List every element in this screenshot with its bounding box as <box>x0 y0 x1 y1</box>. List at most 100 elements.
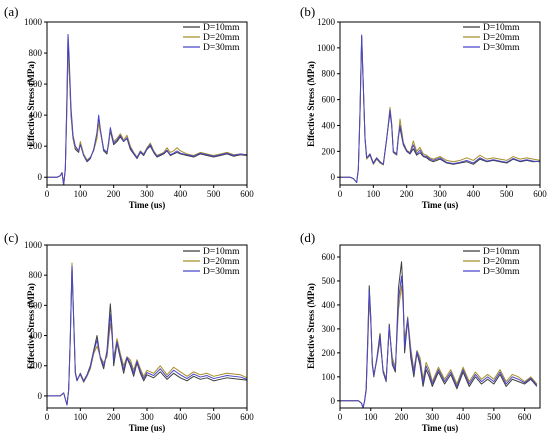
series-group <box>340 261 538 408</box>
legend-label-d-30mm: D=30mm <box>203 267 240 277</box>
y-tick-label: 0 <box>331 396 336 406</box>
x-tick-label: 200 <box>107 412 121 422</box>
x-tick-label: 400 <box>456 412 470 422</box>
x-tick-label: 100 <box>74 189 88 199</box>
panel-label: (c) <box>4 230 18 245</box>
series-line-d-10mm <box>47 267 247 406</box>
y-tick-label: 400 <box>322 120 336 130</box>
series-group <box>47 262 247 406</box>
x-tick-label: 600 <box>240 189 254 199</box>
y-tick-label: 0 <box>331 172 336 182</box>
y-tick-label: 200 <box>29 361 43 371</box>
y-tick-label: 800 <box>29 270 43 280</box>
y-tick-label: 0 <box>38 391 43 401</box>
x-tick-label: 600 <box>240 412 254 422</box>
series-line-d-10mm <box>47 35 247 185</box>
y-tick-label: 200 <box>322 348 336 358</box>
y-axis-title: Effective Stress (MPa) <box>306 283 316 369</box>
y-tick-label: 500 <box>322 276 336 286</box>
panel-a: (a) 0 100 200 300 400 500 600 0 200 400 600 800 1000 T… <box>4 4 254 210</box>
series-line-d-30mm <box>340 34 540 183</box>
x-tick-label: 0 <box>45 412 50 422</box>
panel-label: (a) <box>4 4 18 19</box>
x-axis-title: Time (us) <box>129 423 166 433</box>
y-tick-label: 1200 <box>317 17 336 27</box>
legend-label-d-20mm: D=20mm <box>483 257 520 267</box>
series-group <box>47 33 247 185</box>
x-tick-label: 100 <box>367 189 381 199</box>
y-tick-label: 400 <box>29 331 43 341</box>
legend-label-d-10mm: D=10mm <box>483 23 520 33</box>
x-tick-label: 0 <box>45 189 50 199</box>
y-tick-label: 400 <box>322 300 336 310</box>
series-line-d-30mm <box>47 33 247 185</box>
x-tick-label: 500 <box>207 412 221 422</box>
x-tick-label: 400 <box>174 189 188 199</box>
x-tick-label: 500 <box>207 189 221 199</box>
panel-c: (c) 0 100 200 300 400 500 600 0 200 400 600 800 1000 T… <box>4 230 254 433</box>
x-axis-title: Time (us) <box>129 200 166 210</box>
x-tick-label: 300 <box>426 412 440 422</box>
series-line-d-30mm <box>47 265 247 406</box>
y-tick-label: 1000 <box>317 43 336 53</box>
y-tick-label: 200 <box>322 146 336 156</box>
legend-label-d-30mm: D=30mm <box>483 267 520 277</box>
legend-label-d-30mm: D=30mm <box>483 43 520 53</box>
series-group <box>340 34 540 183</box>
y-tick-label: 600 <box>29 79 43 89</box>
series-line-d-20mm <box>47 262 247 406</box>
x-tick-label: 300 <box>140 412 154 422</box>
legend-label-d-30mm: D=30mm <box>203 43 240 53</box>
series-line-d-30mm <box>340 275 538 408</box>
y-tick-label: 600 <box>322 95 336 105</box>
y-axis-title: Effective Stress (MPa) <box>306 61 316 147</box>
x-tick-label: 100 <box>364 412 378 422</box>
x-tick-label: 300 <box>433 189 447 199</box>
series-line-d-10mm <box>340 261 538 408</box>
x-tick-label: 300 <box>140 189 154 199</box>
x-axis-title: Time (us) <box>422 423 459 433</box>
x-tick-label: 400 <box>467 189 481 199</box>
x-tick-label: 500 <box>487 412 501 422</box>
series-line-d-20mm <box>47 58 247 185</box>
y-tick-label: 300 <box>322 324 336 334</box>
x-tick-label: 600 <box>518 412 532 422</box>
y-tick-label: 200 <box>29 141 43 151</box>
x-tick-label: 100 <box>74 412 88 422</box>
y-tick-label: 1000 <box>24 240 43 250</box>
x-tick-label: 400 <box>174 412 188 422</box>
legend-label-d-10mm: D=10mm <box>203 247 240 257</box>
x-tick-label: 0 <box>338 189 343 199</box>
x-axis-title: Time (us) <box>422 200 459 210</box>
y-tick-label: 400 <box>29 110 43 120</box>
x-tick-label: 500 <box>500 189 514 199</box>
legend-label-d-20mm: D=20mm <box>483 33 520 43</box>
x-tick-label: 600 <box>533 189 547 199</box>
y-tick-label: 600 <box>29 300 43 310</box>
x-tick-label: 200 <box>400 189 414 199</box>
panel-label: (b) <box>300 4 315 19</box>
legend-label-d-10mm: D=10mm <box>483 247 520 257</box>
x-tick-label: 200 <box>395 412 409 422</box>
y-axis-title: Effective Stress (MPa) <box>26 283 36 369</box>
y-tick-label: 800 <box>322 69 336 79</box>
y-tick-label: 100 <box>322 372 336 382</box>
plot-frame <box>339 244 541 409</box>
y-axis-title: Effective Stress (MPa) <box>26 61 36 147</box>
panel-b: (b) 0 100 200 300 400 500 600 0 200 400 600 800 1000 1… <box>300 4 547 210</box>
panel-label: (d) <box>300 230 315 245</box>
legend-label-d-20mm: D=20mm <box>203 257 240 267</box>
legend-label-d-20mm: D=20mm <box>203 33 240 43</box>
panel-d: (d) 0 100 200 300 400 500 600 0 100 200 300 400 500 60… <box>300 230 541 433</box>
x-tick-label: 200 <box>107 189 121 199</box>
y-tick-label: 600 <box>322 252 336 262</box>
y-tick-label: 1000 <box>24 17 43 27</box>
x-tick-label: 0 <box>338 412 343 422</box>
legend-label-d-10mm: D=10mm <box>203 23 240 33</box>
y-tick-label: 0 <box>38 172 43 182</box>
